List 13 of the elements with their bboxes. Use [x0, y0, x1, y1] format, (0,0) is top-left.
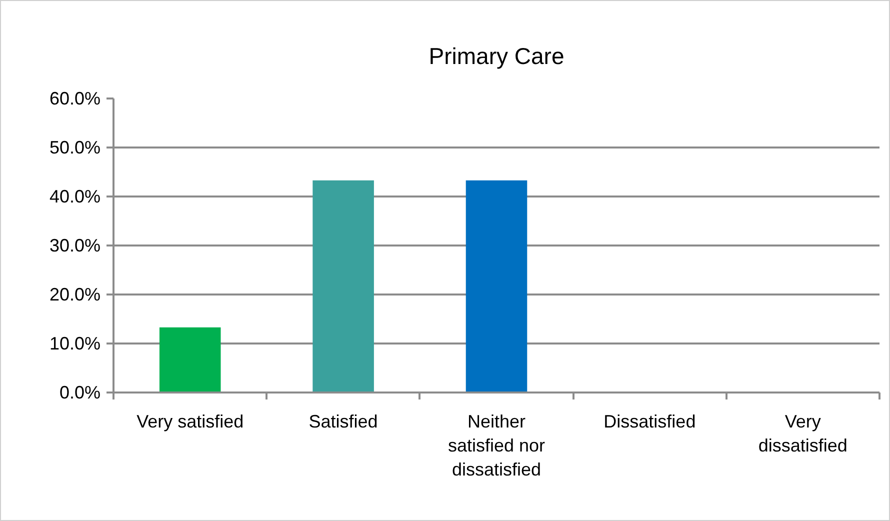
x-tick-label: Neither satisfied nor dissatisfied [448, 412, 546, 480]
chart-title: Primary Care [428, 43, 564, 69]
x-tick-label: Satisfied [308, 412, 378, 432]
y-tick-label: 10.0% [49, 334, 101, 354]
y-tick-label: 20.0% [49, 284, 101, 304]
x-tick-label: Dissatisfied [604, 412, 696, 432]
y-tick-label: 50.0% [49, 138, 101, 158]
y-tick-label: 60.0% [49, 88, 101, 108]
x-tick-label: Very dissatisfied [758, 412, 848, 456]
y-tick-label: 30.0% [49, 236, 101, 256]
y-tick-label: 40.0% [49, 186, 101, 206]
y-tick-label: 0.0% [59, 382, 101, 402]
x-tick-label: Very satisfied [136, 412, 244, 432]
